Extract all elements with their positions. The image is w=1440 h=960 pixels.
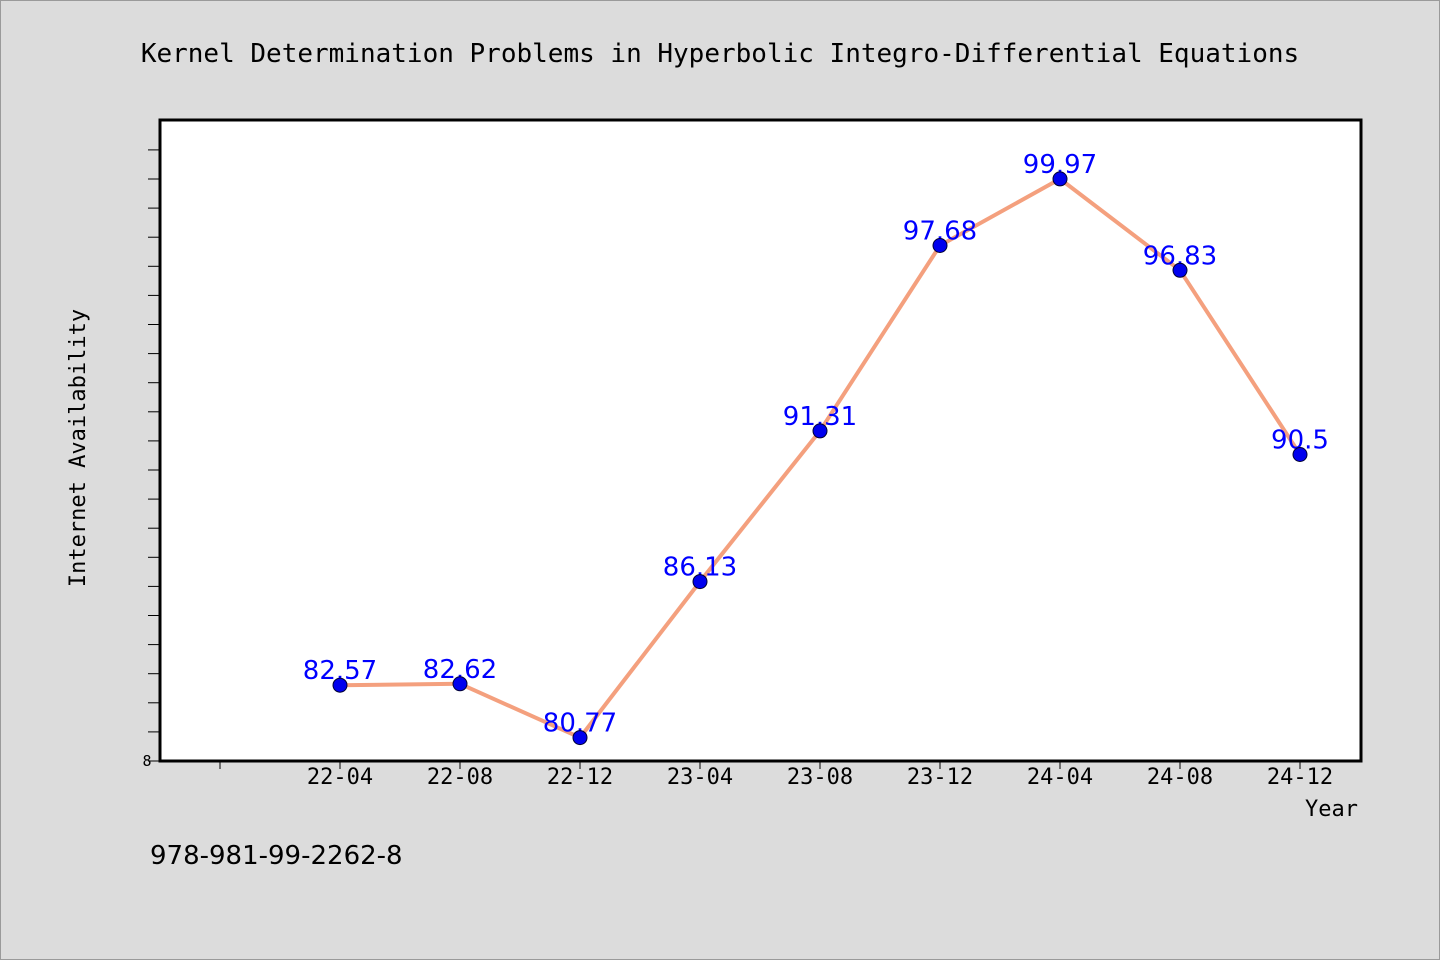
data-point — [572, 730, 588, 746]
data-point — [1172, 262, 1188, 278]
x-tick-label: 23-04 — [667, 765, 733, 790]
y-axis-ticks — [148, 149, 160, 762]
data-point — [812, 423, 828, 439]
y-axis-label: Internet Availability — [66, 309, 91, 587]
x-tick-label: 24-08 — [1147, 765, 1213, 790]
data-point — [692, 574, 708, 590]
series-layer: 82.57 82.6280.7786.1391.3197.6899.9796.83… — [303, 150, 1329, 746]
data-point — [332, 677, 348, 693]
x-axis-ticks: 22-04 22-08 22-12 23-04 23-08 23-12 24-04 24-08… — [219, 761, 1333, 790]
data-point — [1292, 447, 1308, 462]
x-tick-label: 22-04 — [307, 765, 373, 790]
data-point — [452, 676, 468, 692]
x-tick-label: 22-08 — [427, 765, 493, 790]
plot-area — [158, 118, 1363, 763]
x-tick-label: 22-12 — [547, 765, 613, 790]
x-tick-label: 24-12 — [1267, 765, 1333, 790]
data-point — [932, 238, 948, 253]
x-tick-label: 23-12 — [907, 765, 973, 790]
data-point — [1052, 171, 1068, 187]
y-tick-label: 8 — [142, 752, 151, 770]
x-tick-label: 24-04 — [1027, 765, 1093, 790]
chart-title: Kernel Determination Problems in Hyperbo… — [141, 39, 1299, 69]
x-tick-label: 23-08 — [787, 765, 853, 790]
x-axis-label: Year — [1305, 797, 1358, 822]
isbn-footer: 978-981-99-2262-8 — [150, 841, 403, 871]
